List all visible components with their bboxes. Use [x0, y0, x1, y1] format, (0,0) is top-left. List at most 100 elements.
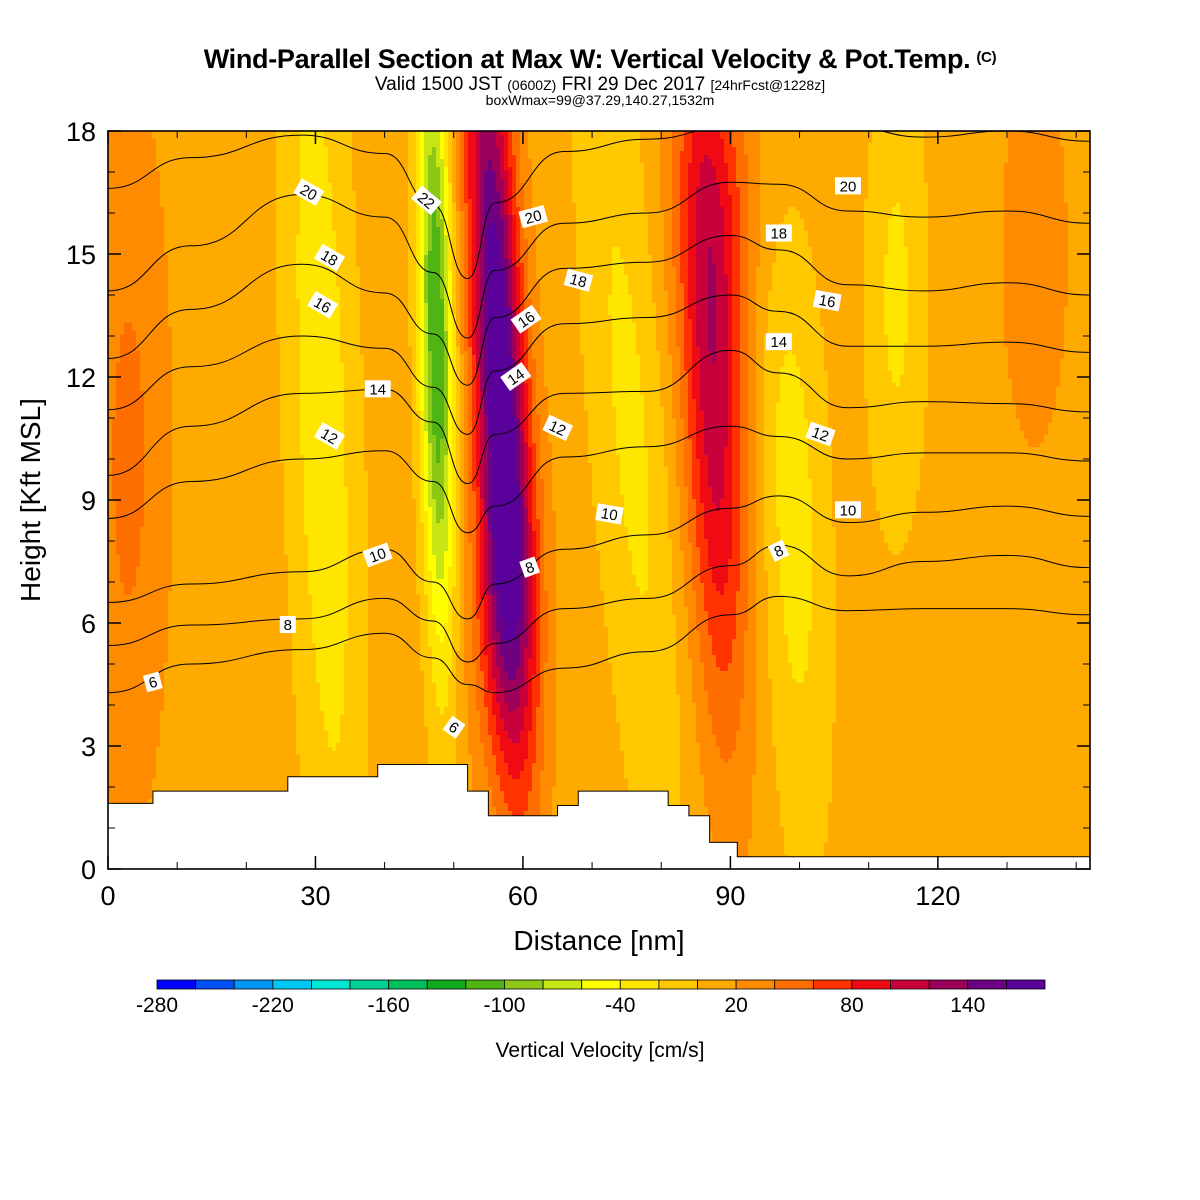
field-cell [552, 139, 557, 144]
field-cell [920, 203, 925, 208]
field-cell [436, 159, 441, 164]
field-cell [464, 171, 469, 176]
field-cell [340, 151, 345, 156]
field-cell [716, 195, 721, 200]
field-cell [276, 187, 281, 192]
field-cell [196, 167, 201, 172]
field-cell [756, 147, 761, 152]
field-cell [636, 207, 641, 212]
field-cell [720, 175, 725, 180]
field-cell [144, 131, 149, 136]
field-cell [820, 207, 825, 212]
field-cell [340, 143, 345, 148]
field-cell [824, 147, 829, 152]
field-cell [708, 159, 713, 164]
field-cell [612, 203, 617, 208]
field-cell [840, 147, 845, 152]
field-cell [452, 191, 457, 196]
field-cell [796, 175, 801, 180]
field-cell [720, 135, 725, 140]
field-cell [668, 183, 673, 188]
field-cell [236, 211, 241, 216]
field-cell [724, 155, 729, 160]
field-cell [448, 203, 453, 208]
field-cell [472, 135, 477, 140]
field-cell [220, 147, 225, 152]
field-cell [488, 187, 493, 192]
field-cell [392, 147, 397, 152]
field-cell [1076, 147, 1081, 152]
field-cell [268, 151, 273, 156]
field-cell [360, 139, 365, 144]
field-cell [732, 167, 737, 172]
field-cell [720, 207, 725, 212]
field-cell [756, 143, 761, 148]
field-cell [532, 199, 537, 204]
field-cell [524, 167, 529, 172]
field-cell [772, 135, 777, 140]
field-cell [592, 195, 597, 200]
field-cell [296, 167, 301, 172]
field-cell [716, 131, 721, 136]
field-cell [724, 195, 729, 200]
field-cell [520, 183, 525, 188]
field-cell [1024, 191, 1029, 196]
field-cell [980, 151, 985, 156]
field-cell [836, 131, 841, 136]
field-cell [496, 187, 501, 192]
field-cell [296, 207, 301, 212]
field-cell [1044, 187, 1049, 192]
field-cell [688, 143, 693, 148]
field-cell [884, 135, 889, 140]
field-cell [1036, 167, 1041, 172]
field-cell [600, 147, 605, 152]
field-cell [460, 195, 465, 200]
field-cell [384, 139, 389, 144]
field-cell [968, 183, 973, 188]
field-cell [356, 175, 361, 180]
field-cell [796, 203, 801, 208]
field-cell [788, 147, 793, 152]
field-cell [1024, 135, 1029, 140]
field-cell [1088, 187, 1090, 192]
field-cell [1032, 175, 1037, 180]
field-cell [224, 147, 229, 152]
field-cell [680, 183, 685, 188]
field-cell [208, 203, 213, 208]
field-cell [900, 139, 905, 144]
field-cell [296, 171, 301, 176]
field-cell [420, 135, 425, 140]
field-cell [516, 139, 521, 144]
field-cell [424, 131, 429, 136]
field-cell [392, 199, 397, 204]
field-cell [672, 199, 677, 204]
field-cell [276, 151, 281, 156]
field-cell [336, 163, 341, 168]
field-cell [544, 167, 549, 172]
field-cell [332, 195, 337, 200]
field-cell [780, 163, 785, 168]
valid-utc-text: (0600Z) [507, 77, 556, 93]
field-cell [824, 155, 829, 160]
field-cell [1068, 203, 1073, 208]
field-cell [128, 163, 133, 168]
field-cell [676, 199, 681, 204]
field-cell [116, 207, 121, 212]
field-cell [904, 191, 909, 196]
field-cell [708, 187, 713, 192]
field-cell [512, 147, 517, 152]
field-cell [216, 211, 221, 216]
field-cell [504, 143, 509, 148]
field-cell [160, 151, 165, 156]
field-cell [408, 143, 413, 148]
field-cell [920, 139, 925, 144]
field-cell [412, 171, 417, 176]
field-cell [1064, 171, 1069, 176]
field-cell [724, 139, 729, 144]
field-cell [560, 183, 565, 188]
field-cell [684, 131, 689, 136]
field-cell [308, 167, 313, 172]
field-cell [924, 139, 929, 144]
field-cell [992, 187, 997, 192]
